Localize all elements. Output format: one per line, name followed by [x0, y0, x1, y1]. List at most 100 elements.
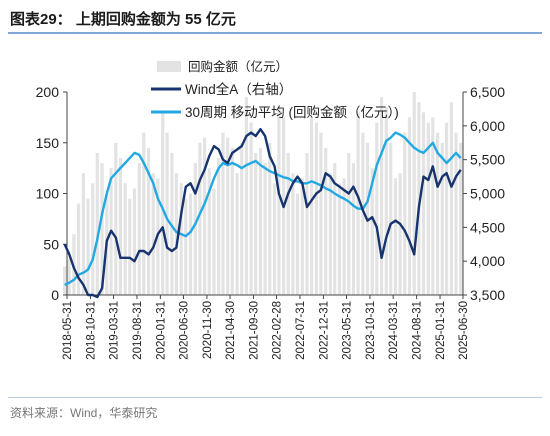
footer-divider — [8, 397, 542, 398]
left-tick-label: 50 — [43, 236, 59, 252]
repurchase-bar — [407, 117, 411, 296]
repurchase-bar — [356, 112, 360, 295]
repurchase-bar — [305, 152, 309, 295]
legend-label-index: Wind全A（右轴） — [185, 81, 292, 97]
repurchase-bar — [431, 117, 435, 296]
wind-all-a-line — [63, 127, 462, 299]
x-tick-label: 2019-08-31 — [132, 301, 144, 360]
repurchase-bar — [91, 183, 95, 295]
x-tick-label: 2023-10-31 — [365, 301, 377, 360]
repurchase-bar — [142, 132, 146, 295]
repurchase-bar — [324, 147, 328, 295]
repurchase-bar — [63, 266, 67, 295]
repurchase-bar — [342, 178, 346, 295]
repurchase-bar — [249, 122, 253, 295]
repurchase-bar — [347, 152, 351, 295]
repurchase-bar — [454, 132, 458, 295]
repurchase-bar — [351, 163, 355, 295]
x-tick-label: 2020-11-30 — [202, 301, 214, 359]
left-tick-label: 100 — [36, 186, 60, 202]
repurchase-bar — [384, 107, 388, 295]
repurchase-bar — [263, 163, 267, 295]
repurchase-bar — [421, 112, 426, 295]
x-tick-label: 2021-04-30 — [225, 301, 237, 360]
x-tick-label: 2018-05-31 — [62, 301, 74, 360]
right-tick-label: 5,000 — [470, 186, 505, 202]
repurchase-bar — [380, 97, 384, 295]
repurchase-bar — [118, 158, 122, 295]
right-tick-label: 6,500 — [470, 84, 505, 100]
repurchase-bar — [77, 203, 81, 295]
legend-label-bars: 回购金额（亿元） — [188, 59, 288, 74]
x-tick-label: 2025-06-30 — [458, 301, 470, 360]
repurchase-bar — [295, 193, 300, 295]
repurchase-bar — [254, 152, 258, 295]
repurchase-bar — [370, 168, 374, 295]
repurchase-bar — [203, 137, 207, 295]
repurchase-bar — [440, 142, 444, 296]
left-tick-label: 200 — [36, 84, 60, 100]
repurchase-bar — [314, 122, 318, 295]
repurchase-bar — [179, 183, 183, 295]
repurchase-bar — [161, 112, 165, 295]
repurchase-bar — [212, 188, 216, 295]
repurchase-bar — [310, 117, 314, 296]
x-tick-label: 2023-05-31 — [342, 301, 354, 360]
repurchase-bar — [95, 152, 99, 295]
repurchase-bar — [226, 137, 230, 295]
repurchase-bar — [258, 147, 263, 295]
repurchase-bar — [417, 102, 421, 295]
right-tick-label: 4,000 — [470, 253, 505, 269]
repurchase-bar — [184, 198, 188, 295]
repurchase-bar — [286, 152, 290, 295]
repurchase-bar — [244, 97, 248, 295]
repurchase-bar — [375, 122, 379, 295]
repurchase-bar — [174, 173, 178, 295]
repurchase-bar — [207, 168, 211, 295]
repurchase-bar — [221, 132, 225, 295]
repurchase-bar — [114, 142, 118, 296]
repurchase-bar — [398, 173, 402, 295]
repurchase-bar — [426, 122, 430, 295]
repurchase-bar — [81, 173, 85, 295]
left-tick-label: 150 — [36, 135, 60, 151]
x-tick-label: 2020-06-30 — [178, 301, 190, 360]
repurchase-bar — [132, 188, 137, 295]
legend-label-ma: 30周期 移动平均 (回购金额（亿元）) — [185, 105, 399, 120]
repurchase-bar — [328, 173, 332, 295]
x-tick-label: 2025-01-31 — [435, 301, 447, 360]
legend-swatch-bars — [157, 61, 181, 72]
repurchase-bar — [333, 163, 337, 295]
x-tick-label: 2022-12-31 — [318, 301, 330, 360]
repurchase-bar — [240, 142, 244, 296]
repurchase-bar — [137, 163, 141, 295]
left-tick-label: 0 — [51, 287, 59, 303]
repurchase-bar — [151, 173, 155, 295]
repurchase-bar — [100, 163, 104, 295]
repurchase-bar — [235, 173, 239, 295]
x-tick-label: 2021-09-30 — [248, 301, 260, 360]
x-tick-label: 2022-07-31 — [295, 301, 307, 360]
repurchase-bar — [291, 173, 295, 295]
repurchase-bar — [361, 132, 365, 295]
x-tick-label: 2020-01-31 — [155, 301, 167, 360]
repurchase-bar — [217, 158, 221, 295]
repurchase-bar — [277, 107, 281, 295]
repurchase-bar — [273, 183, 277, 295]
repurchase-bar — [412, 92, 416, 295]
repurchase-bar — [337, 183, 342, 295]
x-tick-label: 2024-08-31 — [412, 301, 424, 360]
repurchase-bar — [198, 142, 202, 296]
repurchase-bar — [445, 122, 449, 295]
repurchase-bar — [123, 183, 127, 295]
repurchase-bar — [393, 178, 398, 295]
chart-header: 图表29： 上期回购金额为 55 亿元 — [0, 0, 550, 34]
repurchase-bar — [147, 147, 151, 295]
repurchase-bar — [389, 142, 393, 296]
right-tick-label: 4,500 — [470, 219, 505, 235]
repurchase-bar — [188, 193, 193, 295]
repurchase-bar — [165, 132, 169, 295]
repurchase-bar — [86, 198, 90, 295]
x-tick-label: 2019-03-31 — [109, 301, 121, 360]
x-tick-label: 2024-03-31 — [388, 301, 400, 360]
